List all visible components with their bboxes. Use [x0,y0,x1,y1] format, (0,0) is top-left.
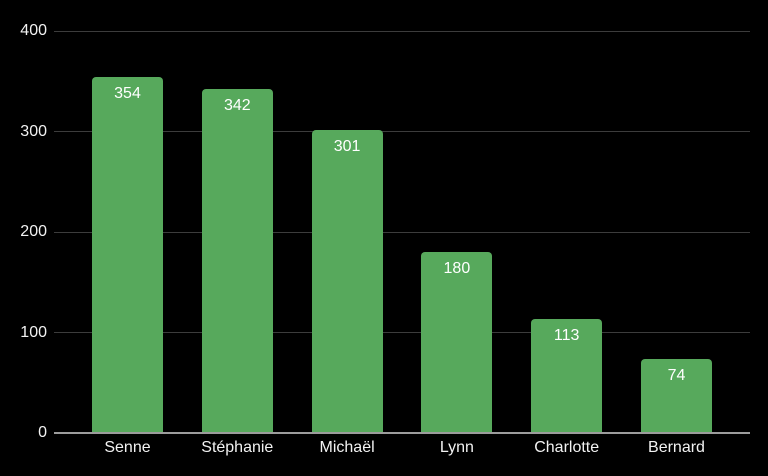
bar-value-label: 74 [667,366,686,384]
gridline [54,231,750,233]
x-axis-category-label: Bernard [648,439,705,456]
y-axis-tick-label: 100 [20,323,47,341]
bar-michaël [311,130,383,433]
y-axis-tick-label: 0 [38,424,47,441]
x-axis-category-label: Stéphanie [201,439,274,456]
x-axis-category-label: Lynn [439,439,474,456]
bar-value-label: 342 [223,97,251,115]
bar-senne [92,77,163,433]
bar-bernard [641,358,712,433]
bar-value-label: 301 [333,138,361,156]
x-axis-category-label: Michaël [319,439,375,456]
y-axis-tick-label: 200 [20,223,47,240]
bar-value-label: 113 [553,327,580,345]
gridline [54,332,750,333]
gridline [54,30,750,32]
bar-stéphanie [201,89,273,433]
x-axis-baseline [54,432,750,434]
y-axis-tick-label: 400 [20,22,47,39]
bar-value-label: 354 [114,85,141,103]
x-axis-category-label: Charlotte [534,439,600,456]
gridline [54,131,750,132]
bar-charlotte [531,319,603,433]
x-axis-category-label: Senne [104,439,151,456]
bar-value-label: 180 [443,260,471,278]
y-axis-tick-label: 300 [20,122,47,140]
bar-lynn [421,252,493,433]
